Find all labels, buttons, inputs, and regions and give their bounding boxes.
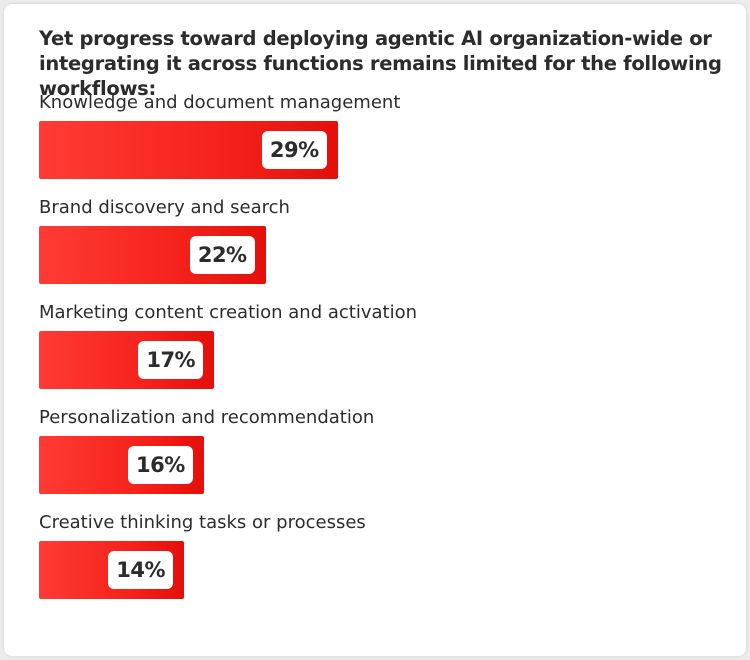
bar-label: Brand discovery and search (39, 197, 290, 218)
chart-title: Yet progress toward deploying agentic AI… (39, 27, 722, 100)
bar: 17% (39, 331, 215, 389)
bar: 14% (39, 541, 184, 599)
bar-label: Knowledge and document management (39, 92, 401, 113)
bar-value-label: 22% (189, 236, 255, 274)
bar-value-label: 29% (261, 131, 327, 169)
bar-value-label: 17% (138, 341, 204, 379)
bar-value-label: 14% (108, 551, 173, 589)
bar-value-label: 16% (128, 446, 193, 484)
bar: 29% (39, 121, 338, 179)
bar-label: Marketing content creation and activatio… (39, 302, 418, 323)
chart-card: Yet progress toward deploying agentic AI… (4, 4, 746, 656)
bar: 16% (39, 436, 204, 494)
bar: 22% (39, 226, 266, 284)
bar-label: Personalization and recommendation (39, 407, 375, 428)
bar-label: Creative thinking tasks or processes (39, 512, 366, 533)
